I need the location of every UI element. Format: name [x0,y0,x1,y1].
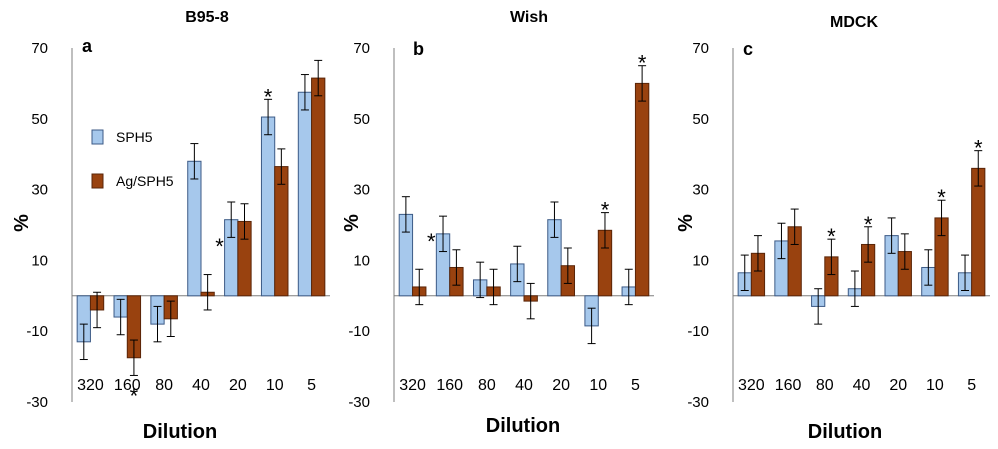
panel-3-significance-star: * [864,212,873,237]
panel-2-category-label: 320 [399,377,426,394]
panel-1-significance-star: * [130,383,139,408]
panel-1-bar-sph5-10 [260,116,276,297]
panel-2-ytick-label: -30 [348,394,370,411]
panel-1-bar-sph5-40 [187,160,202,297]
panel-1-category-label: 40 [192,377,210,394]
panel-1-ytick-label: 30 [31,182,48,199]
panel-1-category-label: 10 [266,377,284,394]
panel-1-category-label: 80 [155,377,173,394]
panel-3-ytick-label: -30 [687,394,709,411]
panel-1-significance-star: * [215,234,224,259]
panel-1-title: B95-8 [185,9,229,26]
panel-3-category-label: 160 [775,377,802,394]
panel-3-category-label: 320 [738,377,765,394]
panel-3-category-label: 10 [926,377,944,394]
panel-2-ytick-label: 50 [353,111,370,128]
panel-2-bar-ag-sph5-5 [634,82,650,297]
panel-3-category-label: 5 [967,377,976,394]
panel-3-significance-star: * [827,224,836,249]
panel-2-significance-star: * [427,229,436,254]
panel-1-category-label: 160 [114,377,141,394]
panel-3-ytick-label: 30 [692,182,709,199]
panel-2-category-label: 20 [552,377,570,394]
panel-2-category-label: 160 [436,377,463,394]
panel-2-category-label: 10 [589,377,607,394]
legend-label-sph5: SPH5 [116,129,153,145]
panel-1-y-axis-label: % [11,214,33,232]
panel-2-significance-star: * [601,198,610,223]
panel-1-bar-ag-sph5-10 [274,166,289,297]
panel-2-ytick-label: 70 [353,40,370,57]
panel-2-category-label: 40 [515,377,533,394]
panel-1-significance-star: * [264,84,273,109]
legend-label-ag-sph5: Ag/SPH5 [116,173,174,189]
panel-1-ytick-label: 50 [31,111,48,128]
panel-3-x-axis-label: Dilution [808,421,882,443]
panel-2-ytick-label: 30 [353,182,370,199]
panel-2-ytick-label: -10 [348,323,370,340]
panel-3-ytick-label: -10 [687,323,709,340]
panel-1-category-label: 20 [229,377,247,394]
panel-2-category-label: 5 [631,377,640,394]
panel-1-ytick-label: -30 [26,394,48,411]
panel-1-ytick-label: 70 [31,40,48,57]
panel-3-category-label: 40 [853,377,871,394]
panel-2-x-axis-label: Dilution [486,415,560,437]
panel-3-significance-star: * [937,185,946,210]
panel-2-category-label: 80 [478,377,496,394]
panel-3-category-label: 20 [889,377,907,394]
panel-1-ytick-label: -10 [26,323,48,340]
panel-1-category-label: 320 [77,377,104,394]
panel-3-significance-star: * [974,136,983,161]
panel-1-ytick-label: 10 [31,252,48,269]
panel-2-significance-star: * [638,51,647,76]
panel-3-ytick-label: 10 [692,252,709,269]
panel-2-y-axis-label: % [341,214,363,232]
panel-3-ytick-label: 50 [692,111,709,128]
panel-1-category-label: 5 [307,377,316,394]
panel-3-bar-ag-sph5-5 [971,167,986,297]
panel-3-title: MDCK [830,14,878,31]
legend-swatch-sph5 [91,129,104,145]
panel-1-bar-sph5-5 [297,91,313,297]
panel-1-letter: a [82,36,93,56]
panel-3-y-axis-label: % [675,214,697,232]
panel-2-ytick-label: 10 [353,252,370,269]
panel-1-x-axis-label: Dilution [143,421,217,443]
panel-2-letter: b [413,39,424,59]
panel-3-category-label: 80 [816,377,834,394]
legend-swatch-ag-sph5 [91,173,104,189]
panel-3-letter: c [743,39,753,59]
panel-3-ytick-label: 70 [692,40,709,57]
panel-2-title: Wish [510,9,548,26]
panel-1-bar-ag-sph5-5 [311,77,326,297]
